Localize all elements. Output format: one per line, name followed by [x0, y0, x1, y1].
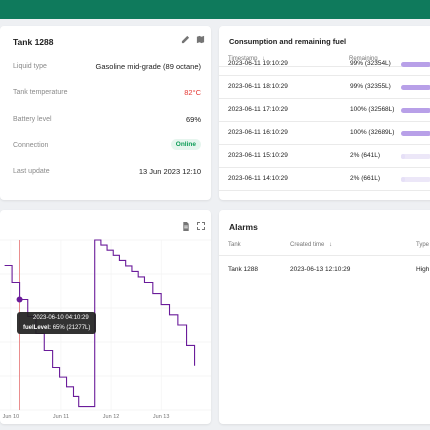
alarms-card-title: Alarms [229, 222, 258, 232]
row-divider [219, 98, 430, 99]
liquid-type-value: Gasoline mid-grade (89 octane) [95, 62, 201, 71]
remaining-column-header[interactable]: Remaining [349, 56, 378, 62]
consumption-card-title: Consumption and remaining fuel [229, 37, 347, 46]
row-timestamp: 2023-06-11 16:10:29 [228, 129, 288, 136]
created-time-column-header[interactable]: Created time ↓ [290, 242, 332, 248]
tank-temperature-label: Tank temperature [13, 89, 68, 96]
row-divider [219, 75, 430, 76]
created-time-header-label: Created time [290, 242, 325, 248]
x-tick-label: Jun 13 [153, 414, 170, 420]
x-tick-label: Jun 11 [53, 414, 69, 420]
battery-level-label: Battery level [13, 116, 52, 123]
sort-arrow-down-icon: ↓ [262, 56, 266, 62]
row-divider [219, 144, 430, 145]
remaining-bar-fill [401, 131, 430, 136]
row-remaining: 2% (661L) [350, 175, 380, 182]
row-timestamp: 2023-06-11 19:10:29 [228, 60, 288, 67]
x-tick-label: Jun 12 [103, 414, 120, 420]
tank-temperature-value: 82°C [184, 88, 201, 97]
chart-tooltip: 2023-06-10 04:10:29 fuelLevel: 65% (2127… [17, 312, 97, 334]
tank-column-header[interactable]: Tank [228, 242, 241, 248]
edit-icon[interactable] [181, 35, 190, 46]
fuel-level-chart-card: Jun 10 Jun 11 Jun 12 Jun 13 2023-06-10 04:1… [0, 210, 211, 424]
type-column-header[interactable]: Type [416, 242, 430, 248]
alarms-header-divider [219, 255, 430, 256]
remaining-bar [401, 62, 430, 67]
remaining-bar [401, 177, 430, 182]
remaining-bar [401, 85, 430, 90]
remaining-bar-fill [401, 108, 430, 113]
row-divider [219, 121, 430, 122]
alarm-tank: Tank 1288 [228, 266, 258, 273]
tank-card-title: Tank 1288 [13, 37, 54, 47]
remaining-bar [401, 108, 430, 113]
hovered-data-point[interactable] [16, 296, 23, 303]
row-timestamp: 2023-06-11 17:10:29 [228, 106, 288, 113]
map-icon[interactable] [196, 35, 205, 46]
timestamp-column-header[interactable]: Timestamp ↓ [228, 56, 265, 62]
consumption-card: Consumption and remaining fuel Timestamp… [219, 26, 430, 200]
tank-details-card: Tank 1288 Liquid type Gasoline mid-grade… [0, 26, 211, 200]
alarm-type: High [416, 266, 430, 273]
tooltip-series-label: fuelLevel: [23, 325, 52, 331]
row-divider [219, 167, 430, 168]
alarm-created-time: 2023-06-13 12:10:29 [290, 266, 351, 273]
document-icon[interactable] [182, 222, 190, 233]
timestamp-header-label: Timestamp [228, 56, 258, 62]
liquid-type-label: Liquid type [13, 63, 47, 70]
tooltip-value: 65% (21277L) [52, 325, 91, 331]
sort-arrow-down-icon: ↓ [329, 242, 333, 248]
battery-level-value: 69% [185, 115, 201, 124]
row-timestamp: 2023-06-11 15:10:29 [228, 152, 288, 159]
fullscreen-icon[interactable] [197, 222, 205, 232]
app-top-bar [0, 0, 430, 19]
last-update-value: 13 Jun 2023 12:10 [138, 167, 201, 176]
last-update-label: Last update [13, 168, 50, 175]
x-tick-label: Jun 10 [3, 414, 20, 420]
row-remaining: 99% (32354L) [350, 60, 391, 67]
remaining-bar-fill [401, 85, 430, 90]
remaining-bar-fill [401, 154, 405, 159]
connection-status-badge: Online [170, 139, 201, 150]
row-remaining: 100% (32568L) [350, 106, 395, 113]
row-divider [219, 190, 430, 191]
tooltip-time: 2023-06-10 04:10:29 [33, 315, 89, 321]
row-timestamp: 2023-06-11 18:10:29 [228, 83, 288, 90]
row-remaining: 100% (32689L) [350, 129, 395, 136]
alarms-card: Alarms Tank Created time ↓ Type Tank 128… [219, 210, 430, 424]
remaining-bar [401, 154, 430, 159]
connection-label: Connection [13, 142, 49, 149]
row-timestamp: 2023-06-11 14:10:29 [228, 175, 288, 182]
row-remaining: 99% (32355L) [350, 83, 391, 90]
remaining-bar-fill [401, 177, 405, 182]
row-remaining: 2% (641L) [350, 152, 380, 159]
remaining-bar [401, 131, 430, 136]
remaining-bar-fill [401, 62, 430, 67]
header-divider [219, 66, 430, 67]
